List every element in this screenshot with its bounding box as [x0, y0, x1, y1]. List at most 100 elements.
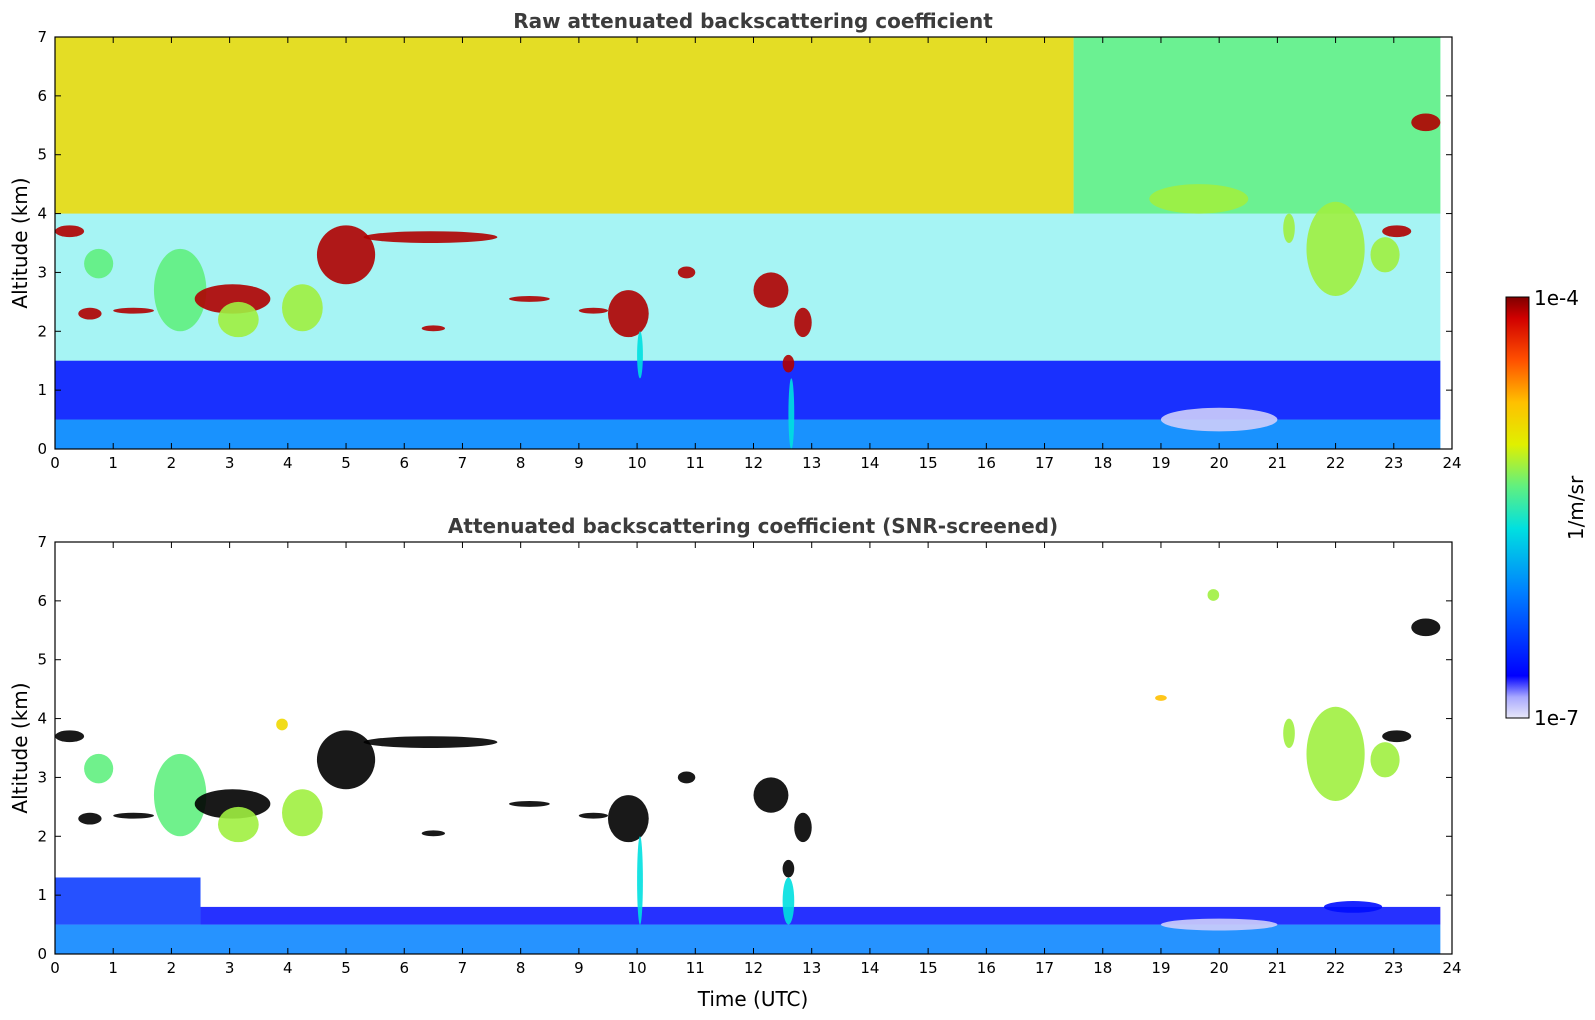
chart-panel-raw: Raw attenuated backscattering coefficien…: [8, 9, 1462, 472]
x-tick-label: 14: [860, 454, 879, 472]
x-axis-label: Time (UTC): [697, 987, 809, 1011]
plot-frame: [54, 541, 1453, 955]
cloud-feature: [1370, 742, 1400, 778]
x-tick-label: 24: [1442, 959, 1461, 977]
y-tick-label: 1: [37, 381, 47, 399]
x-tick-label: 17: [1035, 454, 1054, 472]
y-axis: 0 1 2 3 4 5 6 7: [37, 533, 1452, 963]
x-tick-label: 10: [628, 959, 647, 977]
colorbar-unit-label: 1/m/sr: [1564, 475, 1588, 540]
y-tick-label: 4: [37, 710, 47, 728]
x-tick-label: 18: [1093, 959, 1112, 977]
cloud-feature: [1283, 213, 1295, 244]
x-tick-label: 19: [1151, 959, 1170, 977]
y-tick-label: 5: [37, 146, 47, 164]
cloud-feature: [217, 301, 259, 338]
x-tick-label: 18: [1093, 454, 1112, 472]
x-tick-label: 23: [1384, 454, 1403, 472]
x-tick-label: 3: [225, 959, 235, 977]
cloud-feature: [637, 331, 643, 379]
y-tick-label: 2: [37, 827, 47, 845]
cloud-feature: [1382, 225, 1412, 238]
x-tick-label: 0: [50, 959, 60, 977]
cloud-feature: [153, 248, 207, 332]
chart-title: Attenuated backscattering coefficient (S…: [448, 514, 1058, 538]
x-tick-label: 20: [1210, 959, 1229, 977]
x-tick-label: 1: [108, 959, 118, 977]
cloud-feature: [1207, 589, 1220, 601]
chart-panel-screened: Attenuated backscattering coefficient (S…: [8, 514, 1462, 1011]
y-axis-label: Altitude (km): [8, 682, 32, 813]
backscatter-layer: [55, 37, 1074, 214]
cloud-feature: [788, 378, 795, 449]
cloud-feature: [1306, 706, 1365, 801]
cloud-feature: [607, 795, 649, 843]
y-tick-label: 6: [37, 592, 47, 610]
cloud-feature: [1160, 918, 1278, 931]
x-tick-label: 4: [283, 959, 293, 977]
cloud-feature: [282, 789, 323, 837]
x-axis: 0 1 2 3 4 5 6 7 8 9 10 11 12 13 14 15 16 17 18 19 20 21 22 23 24: [50, 542, 1462, 977]
x-tick-label: 9: [574, 454, 584, 472]
x-tick-label: 2: [167, 959, 177, 977]
cloud-feature: [1411, 113, 1441, 132]
x-tick-label: 13: [802, 959, 821, 977]
x-tick-label: 7: [458, 959, 468, 977]
cloud-feature: [578, 307, 608, 314]
x-tick-label: 21: [1268, 454, 1287, 472]
cloud-feature: [1306, 201, 1365, 296]
cloud-feature: [84, 248, 114, 279]
x-tick-label: 15: [919, 959, 938, 977]
cloud-feature: [607, 290, 649, 338]
cloud-feature: [1149, 184, 1249, 214]
x-tick-label: 13: [802, 454, 821, 472]
cloud-feature: [78, 812, 102, 825]
cloud-feature: [113, 307, 154, 314]
x-tick-label: 12: [744, 454, 763, 472]
x-tick-label: 9: [574, 959, 584, 977]
cloud-feature: [363, 736, 498, 748]
cloud-feature: [677, 771, 696, 784]
x-tick-label: 8: [516, 454, 526, 472]
heatmap-area: [55, 37, 1441, 449]
y-tick-label: 2: [37, 322, 47, 340]
chart-title: Raw attenuated backscattering coefficien…: [513, 9, 993, 33]
x-tick-label: 12: [744, 959, 763, 977]
y-tick-label: 0: [37, 945, 47, 963]
x-tick-label: 15: [919, 454, 938, 472]
cloud-feature: [509, 295, 550, 302]
x-tick-label: 17: [1035, 959, 1054, 977]
cloud-feature: [1155, 695, 1167, 701]
colorbar-max-label: 1e-4: [1534, 286, 1579, 310]
x-tick-label: 14: [860, 959, 879, 977]
cloud-feature: [363, 231, 498, 243]
backscatter-layer: [1073, 37, 1441, 214]
cloud-feature: [276, 718, 288, 731]
cloud-feature: [421, 325, 445, 332]
x-tick-label: 11: [686, 454, 705, 472]
cloud-feature: [782, 354, 795, 373]
x-tick-label: 0: [50, 454, 60, 472]
y-tick-label: 3: [37, 768, 47, 786]
backscatter-layer: [55, 877, 201, 925]
cloud-feature: [782, 859, 795, 878]
y-axis: 0 1 2 3 4 5 6 7: [37, 28, 1452, 458]
cloud-feature: [1370, 237, 1400, 273]
cloud-feature: [1160, 407, 1278, 432]
x-tick-label: 8: [516, 959, 526, 977]
colorbar-gradient: [1505, 296, 1530, 719]
cloud-feature: [217, 806, 259, 843]
cloud-feature: [794, 307, 812, 338]
x-tick-label: 4: [283, 454, 293, 472]
cloud-feature: [55, 730, 85, 743]
cloud-feature: [1411, 618, 1441, 637]
colorbar-min-label: 1e-7: [1534, 706, 1579, 730]
x-tick-label: 7: [458, 454, 468, 472]
x-tick-label: 2: [167, 454, 177, 472]
x-tick-label: 20: [1210, 454, 1229, 472]
cloud-feature: [782, 877, 795, 925]
cloud-feature: [637, 836, 643, 925]
cloud-feature: [55, 225, 85, 238]
cloud-feature: [578, 812, 608, 819]
